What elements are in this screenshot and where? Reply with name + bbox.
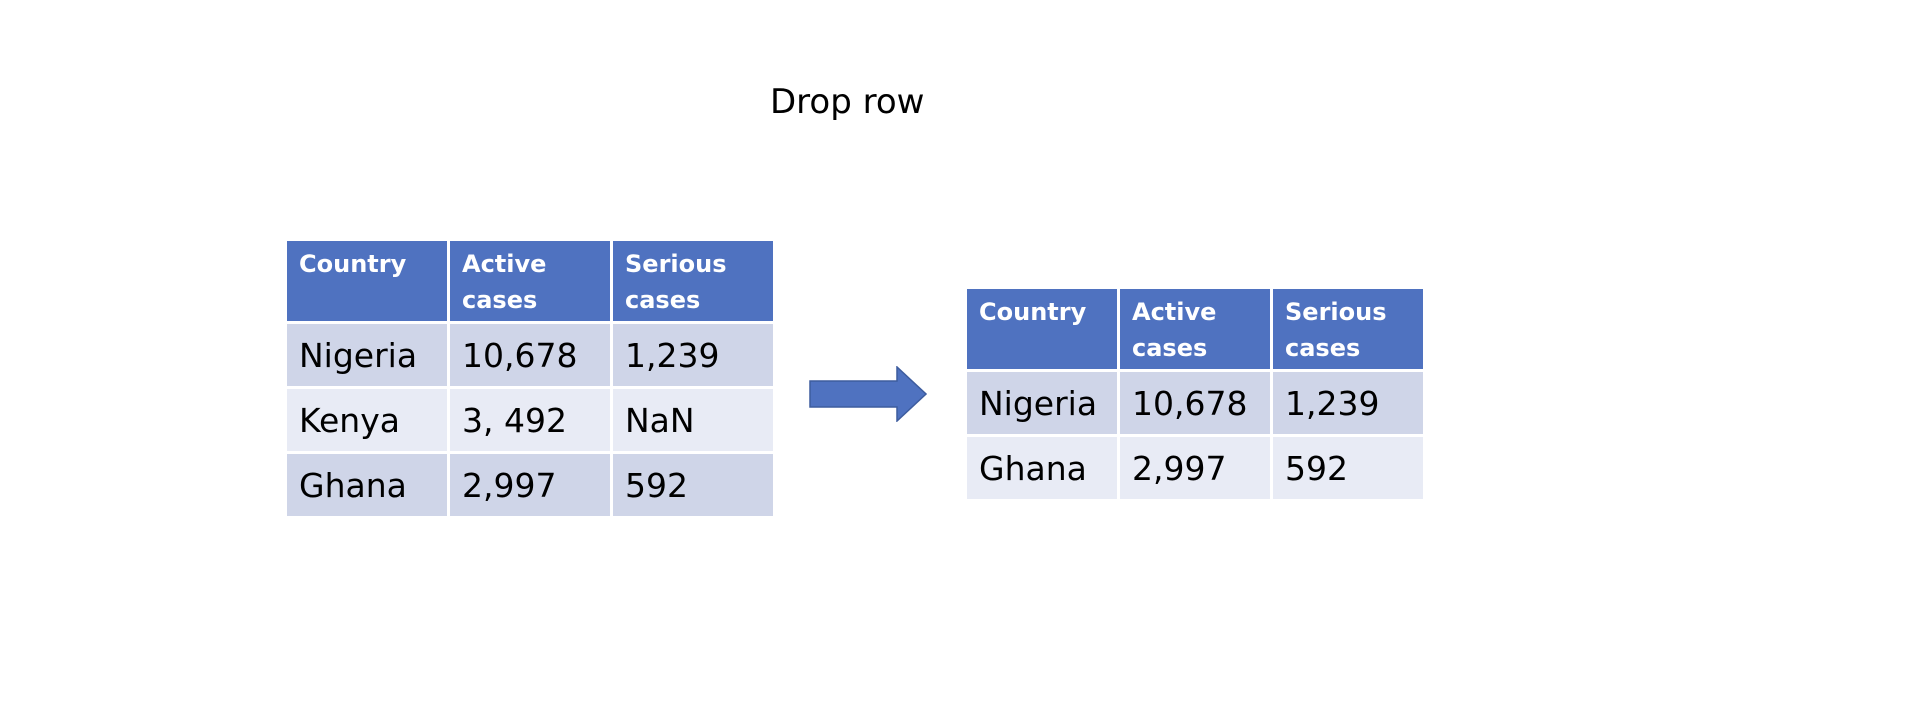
cell-serious-cases: 1,239 [610, 321, 776, 389]
header-serious-cases: Serious cases [610, 238, 776, 324]
header-country: Country [284, 238, 450, 324]
cell-active-cases: 10,678 [447, 321, 613, 389]
cell-country: Ghana [284, 451, 450, 519]
cell-country: Nigeria [964, 369, 1120, 437]
cell-active-cases: 2,997 [447, 451, 613, 519]
table-row: Ghana 2,997 592 [284, 451, 776, 519]
cell-active-cases: 2,997 [1117, 434, 1273, 502]
cell-country: Nigeria [284, 321, 450, 389]
table-row: Ghana 2,997 592 [964, 434, 1426, 502]
table-row: Nigeria 10,678 1,239 [284, 321, 776, 389]
header-active-cases: Active cases [447, 238, 613, 324]
header-country: Country [964, 286, 1120, 372]
header-serious-cases: Serious cases [1270, 286, 1426, 372]
cell-active-cases: 10,678 [1117, 369, 1273, 437]
table-row: Kenya 3, 492 NaN [284, 386, 776, 454]
table-header-row: Country Active cases Serious cases [284, 238, 776, 324]
cell-country: Ghana [964, 434, 1120, 502]
right-arrow-icon [809, 366, 927, 422]
cell-serious-cases: 592 [1270, 434, 1426, 502]
cell-serious-cases: NaN [610, 386, 776, 454]
diagram-title: Drop row [770, 82, 925, 122]
result-table: Country Active cases Serious cases Niger… [964, 286, 1426, 502]
cell-serious-cases: 592 [610, 451, 776, 519]
cell-serious-cases: 1,239 [1270, 369, 1426, 437]
table-header-row: Country Active cases Serious cases [964, 286, 1426, 372]
original-table: Country Active cases Serious cases Niger… [284, 238, 776, 519]
header-active-cases: Active cases [1117, 286, 1273, 372]
table-row: Nigeria 10,678 1,239 [964, 369, 1426, 437]
cell-active-cases: 3, 492 [447, 386, 613, 454]
cell-country: Kenya [284, 386, 450, 454]
